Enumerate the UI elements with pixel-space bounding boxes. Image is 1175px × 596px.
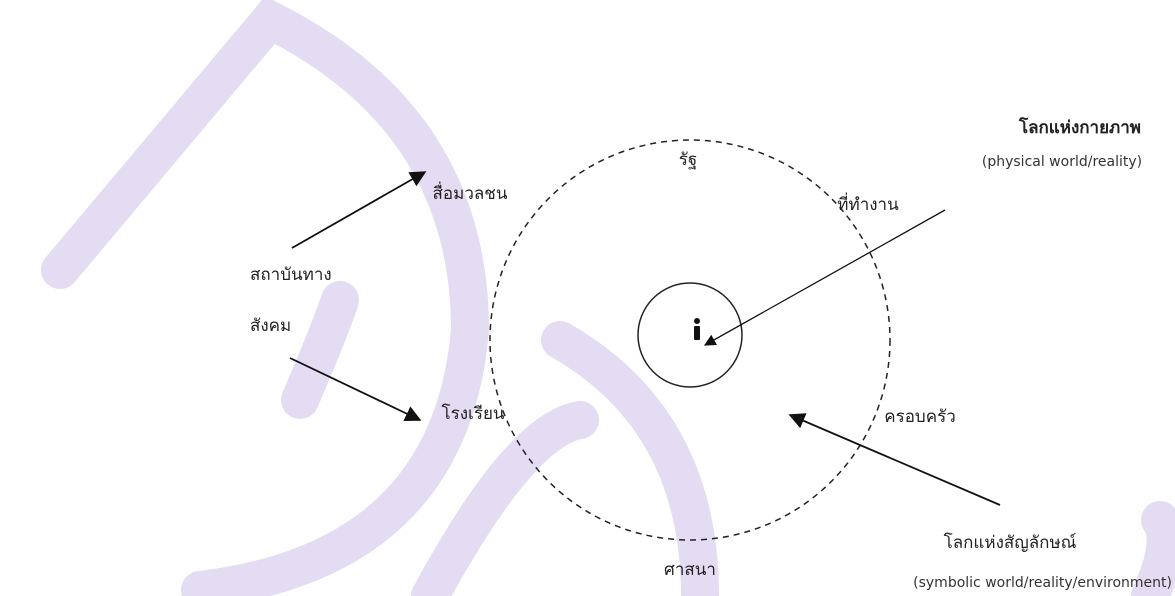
person-icon	[694, 318, 700, 340]
label: สถาบันทาง	[250, 265, 332, 285]
label: โลกแห่งสัญลักษณ์	[944, 532, 1077, 553]
dashed-circle	[489, 139, 891, 541]
arrows	[289, 171, 1001, 506]
label: สังคม	[250, 316, 291, 336]
label: (physical world/reality)	[982, 154, 1142, 170]
watermark	[41, 0, 1175, 596]
label: ครอบครัว	[884, 407, 956, 427]
label: โรงเรียน	[441, 403, 504, 424]
label: สื่อมวลชน	[433, 181, 508, 204]
label: ศาสนา	[664, 560, 716, 580]
label: รัฐ	[679, 150, 698, 170]
label: โลกแห่งกายภาพ	[1018, 117, 1141, 138]
inner-circle	[637, 282, 743, 388]
label: (symbolic world/reality/environment)	[913, 575, 1172, 591]
label: ที่ทำงาน	[837, 192, 899, 215]
